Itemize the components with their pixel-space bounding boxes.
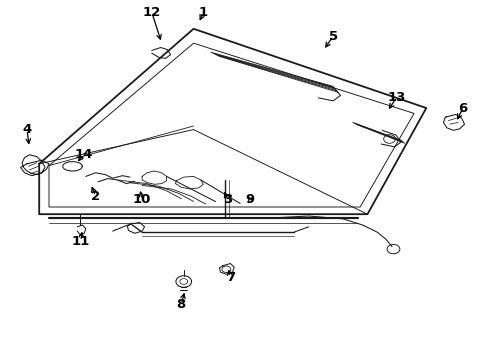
Text: 12: 12 xyxy=(143,6,161,19)
Text: 2: 2 xyxy=(91,190,100,203)
Text: 14: 14 xyxy=(74,148,93,161)
Text: 10: 10 xyxy=(133,193,151,206)
Text: 4: 4 xyxy=(23,123,31,136)
Text: 6: 6 xyxy=(459,102,467,114)
Text: 8: 8 xyxy=(177,298,186,311)
Text: 9: 9 xyxy=(245,193,254,206)
Text: 13: 13 xyxy=(388,91,406,104)
Text: 1: 1 xyxy=(199,6,208,19)
Text: 5: 5 xyxy=(329,30,338,42)
Text: 11: 11 xyxy=(72,235,90,248)
Text: 3: 3 xyxy=(223,193,232,206)
Text: 7: 7 xyxy=(226,271,235,284)
